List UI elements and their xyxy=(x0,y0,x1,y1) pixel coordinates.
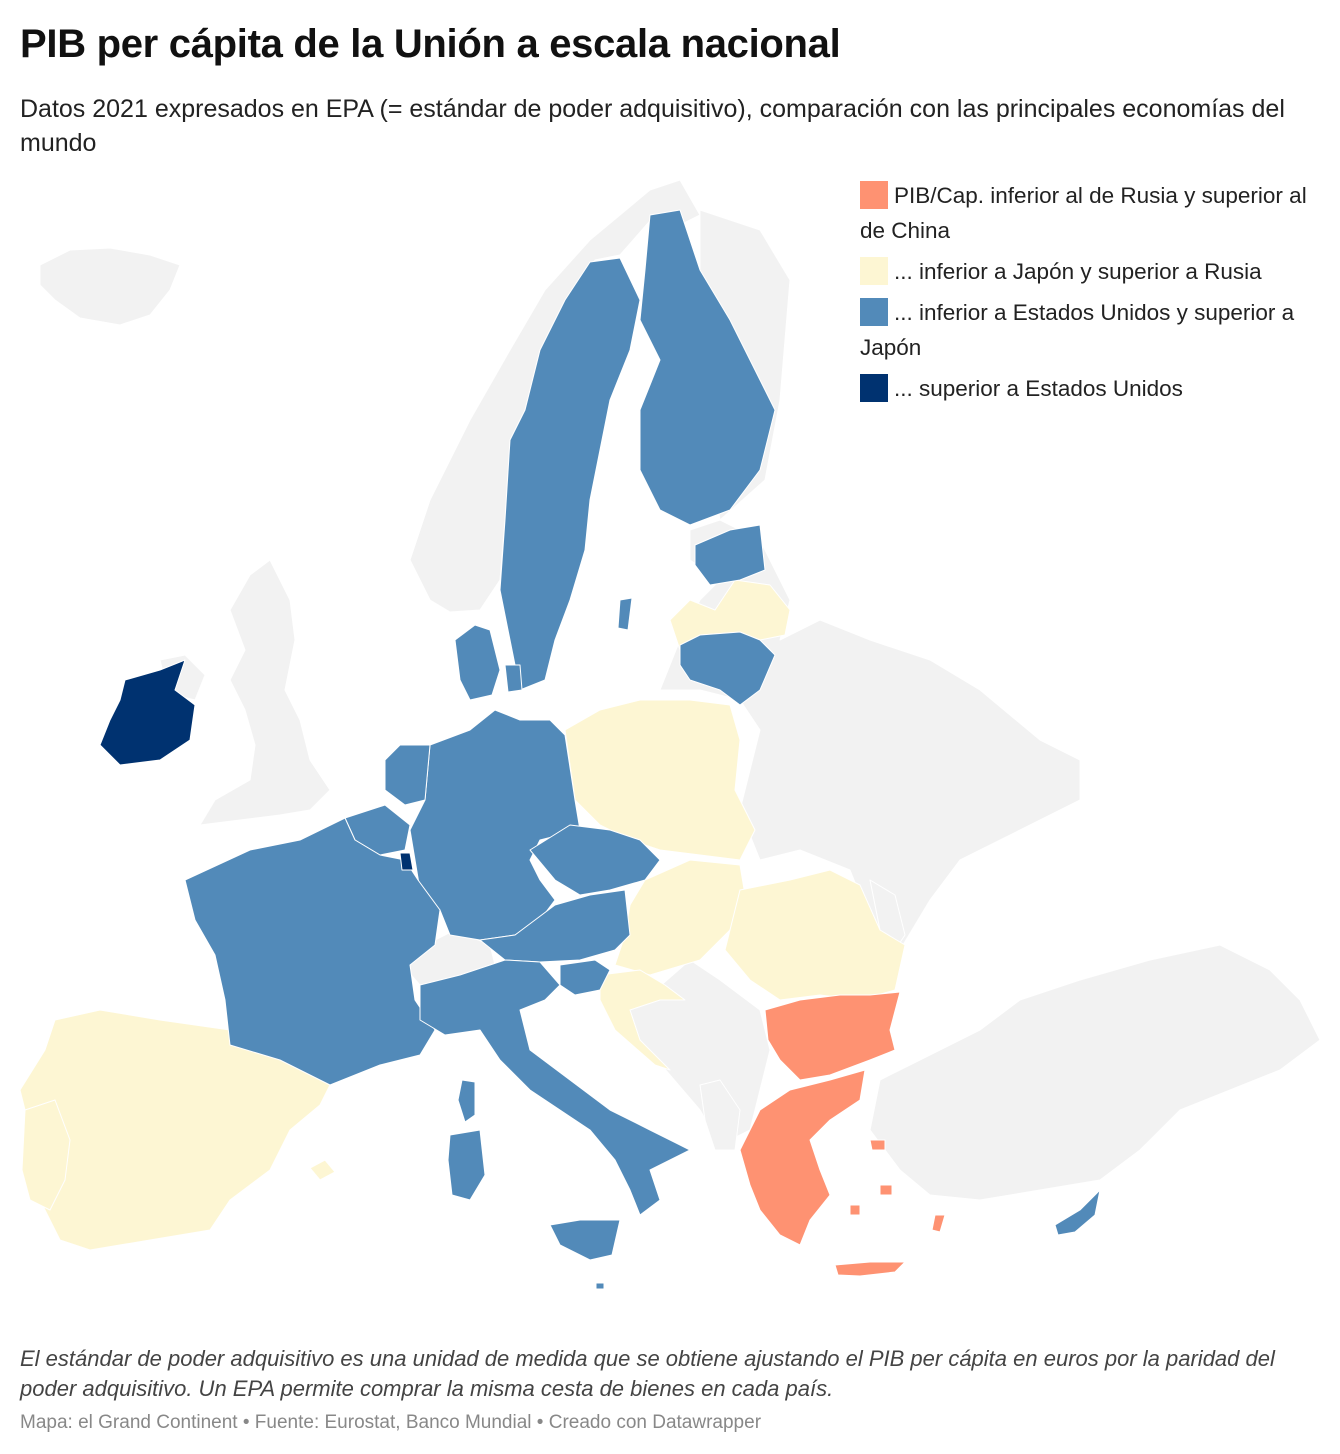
sardinia[interactable] xyxy=(447,1129,486,1201)
estonia[interactable] xyxy=(694,524,766,586)
sicily[interactable] xyxy=(549,1219,621,1261)
legend-item: PIB/Cap. inferior al de Rusia y superior… xyxy=(860,178,1320,248)
balearic-islands[interactable] xyxy=(309,1159,336,1181)
tier-3-countries xyxy=(184,209,1101,1290)
italy[interactable] xyxy=(419,959,691,1216)
gotland[interactable] xyxy=(617,597,633,631)
iceland[interactable] xyxy=(39,247,181,326)
sweden[interactable] xyxy=(499,257,641,691)
germany[interactable] xyxy=(409,709,581,941)
albania[interactable] xyxy=(699,1079,741,1151)
crete[interactable] xyxy=(834,1261,906,1277)
chart-title: PIB per cápita de la Unión a escala naci… xyxy=(20,22,841,66)
credit-created: Creado con Datawrapper xyxy=(548,1412,762,1433)
chart-subtitle: Datos 2021 expresados en EPA (= estándar… xyxy=(20,95,1285,157)
netherlands[interactable] xyxy=(384,744,431,806)
luxembourg[interactable] xyxy=(399,852,414,871)
corsica[interactable] xyxy=(457,1079,476,1123)
legend-item: ... superior a Estados Unidos xyxy=(860,371,1320,406)
legend-item: ... inferior a Japón y superior a Rusia xyxy=(860,254,1320,289)
footnote: El estándar de poder adquisitivo es una … xyxy=(20,1346,1275,1401)
credit-separator: • xyxy=(531,1412,549,1433)
ireland[interactable] xyxy=(99,659,196,766)
legend-swatch xyxy=(860,374,888,402)
united-kingdom[interactable] xyxy=(199,559,331,826)
tier-2-countries xyxy=(19,579,906,1251)
norway[interactable] xyxy=(409,179,701,613)
legend-label: ... inferior a Estados Unidos y superior… xyxy=(860,300,1295,360)
aegean-islands[interactable] xyxy=(849,1139,946,1233)
finland[interactable] xyxy=(639,209,776,526)
greece[interactable] xyxy=(739,1069,866,1246)
credit-source: Fuente: Eurostat, Banco Mundial xyxy=(254,1412,532,1433)
malta[interactable] xyxy=(595,1282,605,1290)
tier-4-countries xyxy=(99,659,414,871)
map-legend: PIB/Cap. inferior al de Rusia y superior… xyxy=(860,178,1320,412)
legend-swatch xyxy=(860,257,888,285)
france[interactable] xyxy=(184,817,441,1086)
cyprus[interactable] xyxy=(1054,1189,1101,1236)
legend-swatch xyxy=(860,181,888,209)
europe-map xyxy=(19,179,1321,1290)
croatia[interactable] xyxy=(599,969,686,1071)
legend-label: ... superior a Estados Unidos xyxy=(894,376,1183,401)
legend-swatch xyxy=(860,298,888,326)
bulgaria[interactable] xyxy=(764,991,901,1081)
legend-item: ... inferior a Estados Unidos y superior… xyxy=(860,295,1320,365)
credits: Mapa: el Grand Continent • Fuente: Euros… xyxy=(20,1412,761,1434)
romania[interactable] xyxy=(724,869,906,1001)
legend-label: PIB/Cap. inferior al de Rusia y superior… xyxy=(860,183,1307,243)
turkey[interactable] xyxy=(869,944,1321,1201)
credit-separator: • xyxy=(237,1412,255,1433)
legend-label: ... inferior a Japón y superior a Rusia xyxy=(894,259,1262,284)
credit-map: Mapa: el Grand Continent xyxy=(20,1412,238,1433)
czechia[interactable] xyxy=(529,824,661,896)
tier-1-countries xyxy=(739,991,946,1277)
portugal[interactable] xyxy=(21,1099,71,1211)
denmark[interactable] xyxy=(454,624,523,701)
lithuania[interactable] xyxy=(679,631,776,706)
